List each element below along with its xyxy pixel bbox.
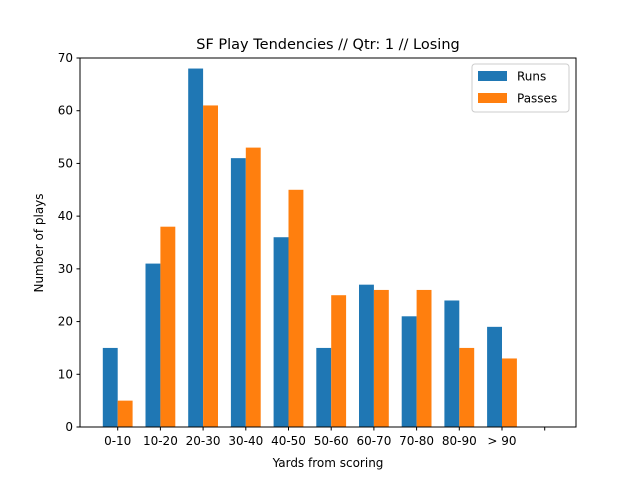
y-tick-label: 40 [58, 209, 73, 223]
y-tick-label: 60 [58, 104, 73, 118]
legend-swatch-runs [478, 71, 507, 81]
chart-title: SF Play Tendencies // Qtr: 1 // Losing [196, 37, 459, 53]
bar-passes-7 [416, 289, 432, 427]
x-tick-label: > 90 [487, 434, 516, 448]
bar-runs-1 [145, 263, 161, 427]
x-tick-label: 50-60 [314, 434, 349, 448]
x-tick-label: 10-20 [143, 434, 178, 448]
bars-layer [102, 68, 517, 428]
bar-runs-0 [102, 347, 118, 427]
x-tick-label: 70-80 [399, 434, 434, 448]
bar-runs-2 [188, 68, 204, 427]
y-tick-label: 0 [65, 420, 73, 434]
bar-passes-5 [331, 295, 347, 427]
legend: Runs Passes [471, 63, 570, 113]
x-tick-label: 0-10 [104, 434, 131, 448]
x-tick-label: 20-30 [186, 434, 221, 448]
bar-passes-4 [288, 189, 304, 427]
x-tick-label: 80-90 [442, 434, 477, 448]
bar-passes-8 [459, 347, 475, 427]
bar-runs-6 [359, 284, 374, 427]
legend-label-runs: Runs [517, 70, 546, 84]
y-tick-label: 10 [58, 367, 73, 381]
bar-runs-8 [444, 300, 460, 427]
y-tick-label: 30 [58, 262, 73, 276]
y-tick-label: 20 [58, 315, 73, 329]
legend-label-passes: Passes [517, 92, 557, 106]
bar-runs-4 [273, 237, 289, 427]
x-tick-label: 60-70 [356, 434, 391, 448]
bar-runs-9 [487, 326, 502, 427]
bar-runs-3 [230, 158, 246, 427]
x-tick-label: 30-40 [228, 434, 263, 448]
y-tick-label: 70 [58, 51, 73, 65]
x-axis: 0-10 10-20 20-30 30-40 40-50 50-60 60-70 70-80 8… [104, 427, 546, 448]
bar-passes-1 [160, 226, 176, 427]
bar-passes-6 [373, 289, 389, 427]
legend-swatch-passes [478, 93, 507, 103]
bar-runs-5 [316, 347, 332, 427]
bar-passes-2 [203, 105, 218, 427]
bar-passes-9 [502, 358, 517, 427]
bar-passes-0 [117, 400, 133, 427]
bar-passes-3 [245, 147, 261, 428]
x-axis-label: Yards from scoring [272, 456, 384, 470]
plot-frame [79, 57, 577, 428]
y-tick-label: 50 [58, 156, 73, 170]
bar-runs-7 [401, 316, 417, 427]
y-axis: 0 10 20 30 40 50 60 70 [58, 51, 80, 434]
x-tick-label: 40-50 [271, 434, 306, 448]
y-axis-label: Number of plays [32, 193, 46, 292]
